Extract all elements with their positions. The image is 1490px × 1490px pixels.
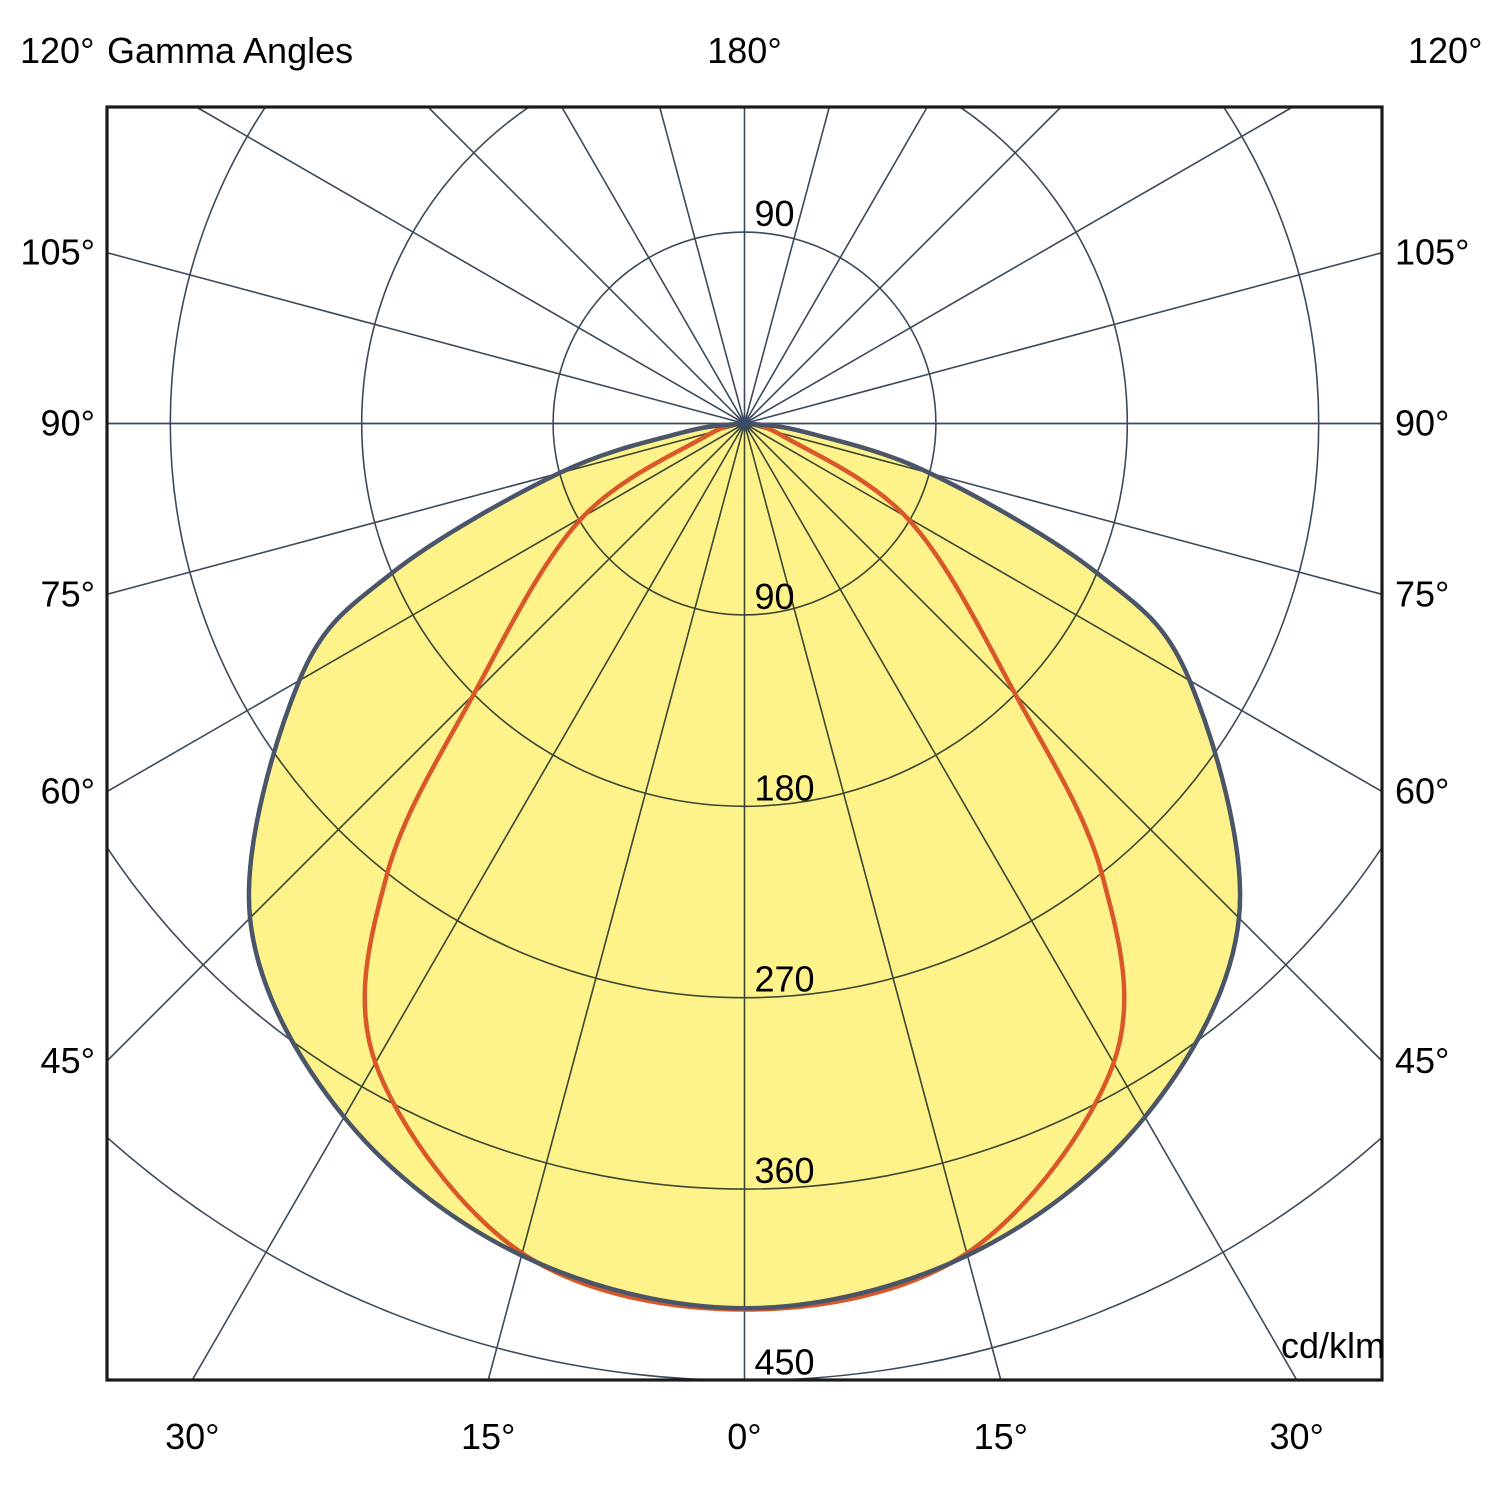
svg-text:180: 180 — [755, 767, 815, 808]
svg-text:75°: 75° — [1395, 573, 1449, 614]
svg-text:45°: 45° — [41, 1040, 95, 1081]
svg-text:90°: 90° — [1395, 403, 1449, 444]
svg-text:15°: 15° — [974, 1416, 1028, 1457]
svg-text:60°: 60° — [1395, 771, 1449, 812]
svg-text:360: 360 — [755, 1150, 815, 1191]
svg-text:90: 90 — [755, 193, 795, 234]
svg-text:180°: 180° — [707, 30, 781, 71]
svg-text:15°: 15° — [461, 1416, 515, 1457]
svg-text:120°: 120° — [20, 30, 94, 71]
svg-text:120°: 120° — [1408, 30, 1482, 71]
svg-text:cd/klm: cd/klm — [1281, 1325, 1385, 1366]
svg-text:45°: 45° — [1395, 1040, 1449, 1081]
svg-text:105°: 105° — [1395, 232, 1469, 273]
svg-text:450: 450 — [755, 1342, 815, 1383]
svg-text:Gamma Angles: Gamma Angles — [107, 30, 353, 71]
svg-text:0°: 0° — [727, 1416, 761, 1457]
svg-text:30°: 30° — [165, 1416, 219, 1457]
svg-text:105°: 105° — [21, 232, 95, 273]
svg-text:270: 270 — [755, 959, 815, 1000]
svg-text:75°: 75° — [41, 573, 95, 614]
svg-text:30°: 30° — [1269, 1416, 1323, 1457]
svg-text:60°: 60° — [41, 771, 95, 812]
svg-text:90: 90 — [755, 576, 795, 617]
svg-text:90°: 90° — [41, 403, 95, 444]
